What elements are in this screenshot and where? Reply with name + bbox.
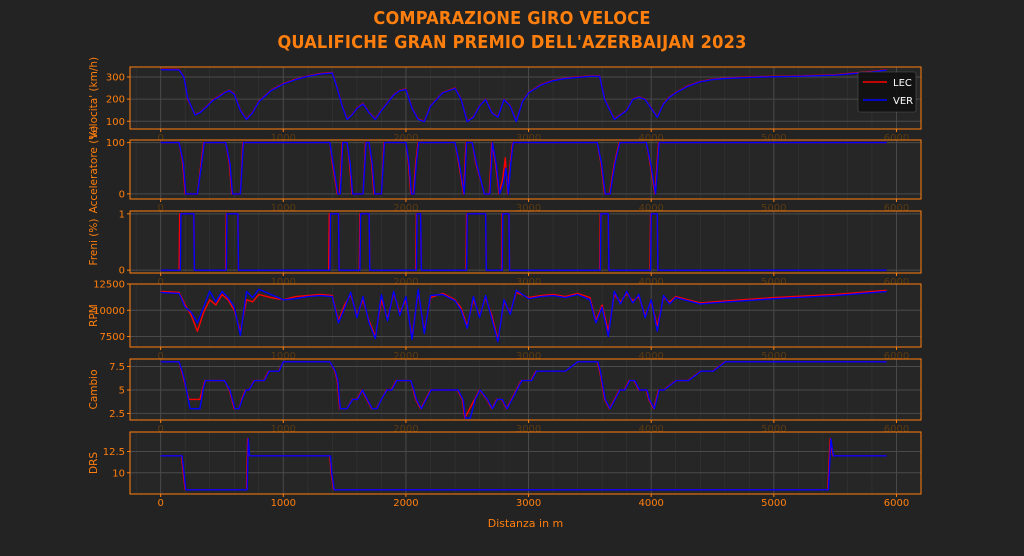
panel-gear-frame bbox=[129, 358, 922, 421]
panel-speed-x-tick-label: 3000 bbox=[516, 133, 541, 144]
panel-brake-x-tick-label: 1000 bbox=[271, 277, 296, 288]
panel-brake-x-tick-label: 5000 bbox=[761, 277, 786, 288]
panel-gear-x-tick-label: 1000 bbox=[271, 424, 296, 435]
panel-rpm-y-tick-label: 12500 bbox=[93, 280, 125, 291]
legend-label-ver: VER bbox=[893, 96, 913, 107]
panel-rpm-y-axis-label: RPM bbox=[88, 304, 100, 327]
panel-rpm-y-tick-label: 10000 bbox=[93, 306, 125, 317]
panel-gear-y-axis-label: Cambio bbox=[88, 369, 100, 409]
chart-title-line-1: COMPARAZIONE GIRO VELOCE bbox=[373, 8, 651, 29]
panel-rpm-x-tick-label: 1000 bbox=[271, 351, 296, 362]
panel-rpm-frame bbox=[129, 283, 922, 348]
panel-drs-x-tick-label: 1000 bbox=[271, 498, 296, 509]
panel-speed-x-tick-label: 2000 bbox=[393, 133, 418, 144]
panel-drs-y-axis-label: DRS bbox=[88, 452, 100, 474]
panel-drs-x-tick-label: 5000 bbox=[761, 498, 786, 509]
panel-drs-x-tick-label: 3000 bbox=[516, 498, 541, 509]
panel-speed-y-tick-label: 300 bbox=[106, 72, 125, 83]
panel-drs-x-tick-label: 6000 bbox=[884, 498, 909, 509]
panel-speed-frame bbox=[129, 66, 922, 130]
panel-speed-x-tick-label: 0 bbox=[157, 133, 163, 144]
x-axis-label: Distanza in m bbox=[488, 517, 564, 530]
panel-brake-x-tick-label: 6000 bbox=[884, 277, 909, 288]
panel-drs-series-ver bbox=[160, 438, 887, 491]
panel-gear-x-tick-label: 0 bbox=[157, 424, 163, 435]
panel-drs-y-tick-label: 12.5 bbox=[103, 447, 125, 458]
panel-gear-y-tick-label: 7.5 bbox=[109, 362, 125, 373]
panel-gear-series-ver bbox=[160, 361, 887, 419]
panel-throttle-y-axis-label: Acceleratore (%) bbox=[88, 126, 100, 214]
panel-rpm-x-tick-label: 2000 bbox=[393, 351, 418, 362]
panel-rpm-x-tick-label: 3000 bbox=[516, 351, 541, 362]
panel-drs-x-tick-label: 0 bbox=[157, 498, 163, 509]
panel-rpm-x-tick-label: 6000 bbox=[884, 351, 909, 362]
panel-brake-frame bbox=[129, 210, 922, 274]
panel-throttle-frame bbox=[129, 139, 922, 200]
panel-speed-y-axis-label: Velocita' (km/h) bbox=[88, 57, 100, 139]
panel-brake-x-tick-label: 2000 bbox=[393, 277, 418, 288]
panel-speed-y-tick-label: 100 bbox=[106, 117, 125, 128]
panel-rpm-y-tick-label: 7500 bbox=[100, 332, 125, 343]
panel-rpm-x-tick-label: 5000 bbox=[761, 351, 786, 362]
panel-brake-y-tick-label: 1 bbox=[119, 209, 125, 220]
panel-speed-x-tick-label: 4000 bbox=[638, 133, 663, 144]
panel-rpm-x-tick-label: 0 bbox=[157, 351, 163, 362]
panel-speed-x-tick-label: 6000 bbox=[884, 133, 909, 144]
panel-drs-background bbox=[130, 432, 921, 494]
panel-throttle-x-tick-label: 5000 bbox=[761, 203, 786, 214]
panel-brake-x-tick-label: 3000 bbox=[516, 277, 541, 288]
panel-throttle-background bbox=[130, 140, 921, 199]
panel-speed-y-tick-label: 200 bbox=[106, 95, 125, 106]
panel-gear-x-tick-label: 5000 bbox=[761, 424, 786, 435]
panel-brake-x-tick-label: 0 bbox=[157, 277, 163, 288]
panel-throttle-x-tick-label: 3000 bbox=[516, 203, 541, 214]
panel-brake-y-tick-label: 0 bbox=[119, 266, 125, 277]
panel-speed-x-tick-label: 5000 bbox=[761, 133, 786, 144]
panel-throttle-y-tick-label: 100 bbox=[106, 138, 125, 149]
panel-throttle-x-tick-label: 4000 bbox=[638, 203, 663, 214]
panel-brake-background bbox=[130, 211, 921, 273]
panel-throttle-x-tick-label: 0 bbox=[157, 203, 163, 214]
panel-drs-x-tick-label: 2000 bbox=[393, 498, 418, 509]
panel-gear-x-tick-label: 3000 bbox=[516, 424, 541, 435]
panel-speed-series-ver bbox=[160, 69, 887, 123]
panel-brake-x-tick-label: 4000 bbox=[638, 277, 663, 288]
panel-drs-frame bbox=[129, 431, 922, 495]
panel-brake-y-axis-label: Freni (%) bbox=[88, 219, 100, 266]
panel-drs-y-tick-label: 10 bbox=[112, 468, 125, 479]
panel-throttle-x-tick-label: 1000 bbox=[271, 203, 296, 214]
panel-gear-x-tick-label: 2000 bbox=[393, 424, 418, 435]
panel-drs-x-tick-label: 4000 bbox=[638, 498, 663, 509]
panel-throttle-y-tick-label: 0 bbox=[119, 189, 125, 200]
legend-label-lec: LEC bbox=[893, 78, 912, 89]
panel-rpm-x-tick-label: 4000 bbox=[638, 351, 663, 362]
chart-title-line-2: QUALIFICHE GRAN PREMIO DELL'AZERBAIJAN 2… bbox=[277, 32, 747, 53]
panel-gear-x-tick-label: 6000 bbox=[884, 424, 909, 435]
panel-gear-y-tick-label: 5 bbox=[119, 385, 125, 396]
panel-brake-series-ver bbox=[160, 213, 887, 271]
panel-throttle-x-tick-label: 6000 bbox=[884, 203, 909, 214]
panel-speed-x-tick-label: 1000 bbox=[271, 133, 296, 144]
panel-throttle-series-ver bbox=[160, 141, 887, 195]
panel-throttle-x-tick-label: 2000 bbox=[393, 203, 418, 214]
panel-rpm-series-ver bbox=[160, 288, 887, 343]
panel-gear-x-tick-label: 4000 bbox=[638, 424, 663, 435]
panel-gear-y-tick-label: 2.5 bbox=[109, 409, 125, 420]
